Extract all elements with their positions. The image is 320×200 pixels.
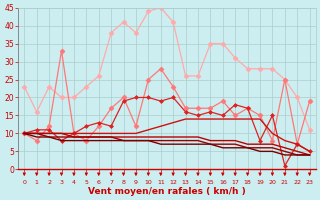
X-axis label: Vent moyen/en rafales ( km/h ): Vent moyen/en rafales ( km/h ): [88, 187, 246, 196]
